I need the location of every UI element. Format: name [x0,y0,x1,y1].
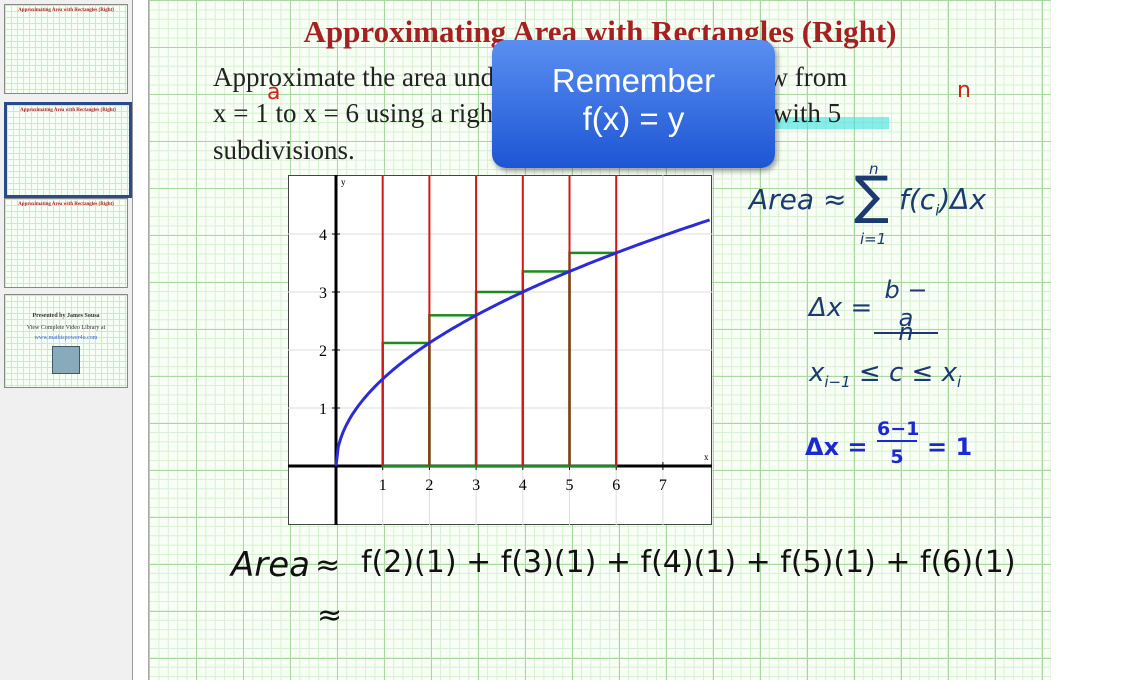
formula-text: f(c [899,183,936,216]
graph: 1 2 3 4 5 6 7 1 2 3 4 x y [288,175,712,525]
y-tick-label: 4 [319,227,327,244]
curve [334,218,711,467]
formula-text: i [935,201,940,220]
x-tick-label: 6 [612,477,620,494]
slide-panel: Approximating Area with Rectangles (Righ… [0,0,133,680]
formula-text: Area ≈ [749,183,847,216]
credit: www.mathispower4u.com [34,335,98,341]
callout-text: f(x) = y [582,100,685,137]
formula-text: x [809,358,825,388]
y-axis-label: y [341,177,346,187]
y-tick-label: 1 [319,401,327,418]
credit: Presented by James Sousa [32,313,100,319]
formula: Area ≈ [749,183,846,216]
hand-text: 5 [890,446,904,468]
x-tick-label: 2 [425,477,433,494]
thumb-title: Approximating Area with Rectangles (Righ… [20,108,116,113]
hand-text: ≈ [317,598,343,633]
formula-text: b − a [874,276,938,334]
y-tick-label: 3 [319,285,327,302]
formula: f(ci)Δx [899,183,986,220]
formula: xi−1 ≤ c ≤ xi [809,358,961,391]
x-tick-label: 3 [472,477,480,494]
formula-text: i−1 [824,373,851,392]
formula-text: Δx = [809,293,873,323]
hand-text: = 1 [927,433,973,461]
thumbnail[interactable]: Approximating Area with Rectangles (Righ… [4,102,132,198]
hand-text: ≈ [315,548,341,583]
hand-text: f(2)(1) + f(3)(1) + f(4)(1) + f(5)(1) + … [361,545,1016,580]
x-tick-label: 1 [379,477,387,494]
x-axis-label: x [704,452,709,462]
thumb-title: Approximating Area with Rectangles (Righ… [18,8,114,13]
formula-text: i [956,373,962,392]
x-tick-label: 5 [566,477,574,494]
sigma: ∑ [854,166,890,226]
formula-text: )Δx [939,183,987,216]
x-tick-label: 7 [659,477,667,494]
problem-line: subdivisions. [213,135,355,165]
x-tick-label: 4 [519,477,527,494]
hand-text: Δx = [805,433,868,461]
formula-text: n [869,160,879,178]
y-tick-label: 2 [319,343,327,360]
margin [1051,0,1140,680]
hand-text: Area [231,545,310,585]
thumbnail[interactable]: Presented by James Sousa View Complete V… [4,294,128,388]
formula-text: ≤ c ≤ x [850,358,957,388]
annotation: n [957,78,971,103]
annotation: a [267,80,281,105]
thumbnail[interactable]: Approximating Area with Rectangles (Righ… [4,198,128,288]
callout: Remember f(x) = y [492,40,775,168]
formula-text: n [898,318,914,346]
callout-text: Remember [551,62,716,99]
hand-text: 6−1 [877,418,920,442]
formula-text: i=1 [860,230,887,248]
logo [52,346,80,374]
thumbnail[interactable]: Approximating Area with Rectangles (Righ… [4,4,128,94]
thumb-title: Approximating Area with Rectangles (Righ… [18,202,114,207]
credit: View Complete Video Library at [26,325,106,331]
